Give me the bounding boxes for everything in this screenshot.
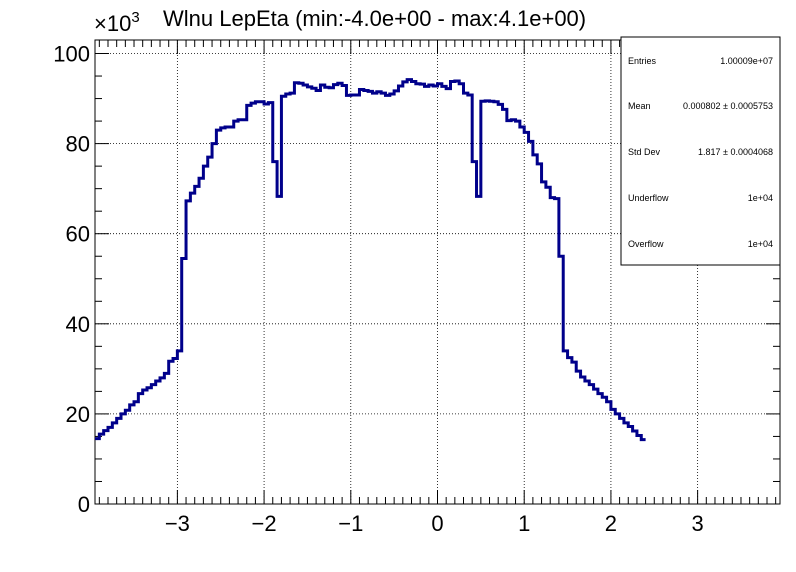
y-tick-label: 0 bbox=[78, 492, 90, 517]
stats-row-underflow: Underflow 1e+04 bbox=[628, 193, 773, 203]
stats-box: Entries 1.00009e+07 Mean 0.000802 ± 0.00… bbox=[620, 36, 781, 266]
stats-label: Overflow bbox=[628, 239, 664, 249]
y-tick-label: 80 bbox=[66, 132, 90, 157]
histogram-series-line bbox=[95, 78, 646, 442]
y-multiplier: ×103 bbox=[94, 9, 140, 36]
x-tick-label: −3 bbox=[165, 511, 190, 536]
stats-value: 1.817 ± 0.0004068 bbox=[698, 147, 773, 157]
stats-value: 0.000802 ± 0.0005753 bbox=[683, 101, 773, 111]
stats-box-frame bbox=[620, 36, 781, 266]
stats-label: Std Dev bbox=[628, 147, 661, 157]
stats-row-mean: Mean 0.000802 ± 0.0005753 bbox=[628, 101, 773, 111]
stats-value: 1e+04 bbox=[748, 239, 773, 249]
stats-label: Underflow bbox=[628, 193, 669, 203]
stats-value: 1e+04 bbox=[748, 193, 773, 203]
stats-label: Mean bbox=[628, 101, 651, 111]
series-layer bbox=[95, 78, 646, 442]
stats-value: 1.00009e+07 bbox=[720, 56, 773, 66]
y-tick-label: 20 bbox=[66, 402, 90, 427]
stats-row-std-dev: Std Dev 1.817 ± 0.0004068 bbox=[628, 147, 773, 157]
y-tick-label: 100 bbox=[53, 42, 90, 67]
stats-label: Entries bbox=[628, 56, 657, 66]
y-tick-label: 60 bbox=[66, 222, 90, 247]
chart-title: Wlnu LepEta (min:-4.0e+00 - max:4.1e+00) bbox=[163, 6, 586, 31]
stats-row-overflow: Overflow 1e+04 bbox=[628, 239, 773, 249]
x-tick-label: 1 bbox=[518, 511, 530, 536]
axes: −3 −2 −1 0 1 2 3 0 20 40 60 80 100 bbox=[53, 39, 781, 536]
x-tick-label: 3 bbox=[692, 511, 704, 536]
x-tick-label: −2 bbox=[252, 511, 277, 536]
x-tick-label: −1 bbox=[338, 511, 363, 536]
y-multiplier-exp: 3 bbox=[131, 9, 139, 26]
x-tick-label: 2 bbox=[605, 511, 617, 536]
y-multiplier-base: ×10 bbox=[94, 11, 131, 36]
x-tick-label: 0 bbox=[431, 511, 443, 536]
y-tick-label: 40 bbox=[66, 312, 90, 337]
stats-row-entries: Entries 1.00009e+07 bbox=[628, 56, 773, 66]
